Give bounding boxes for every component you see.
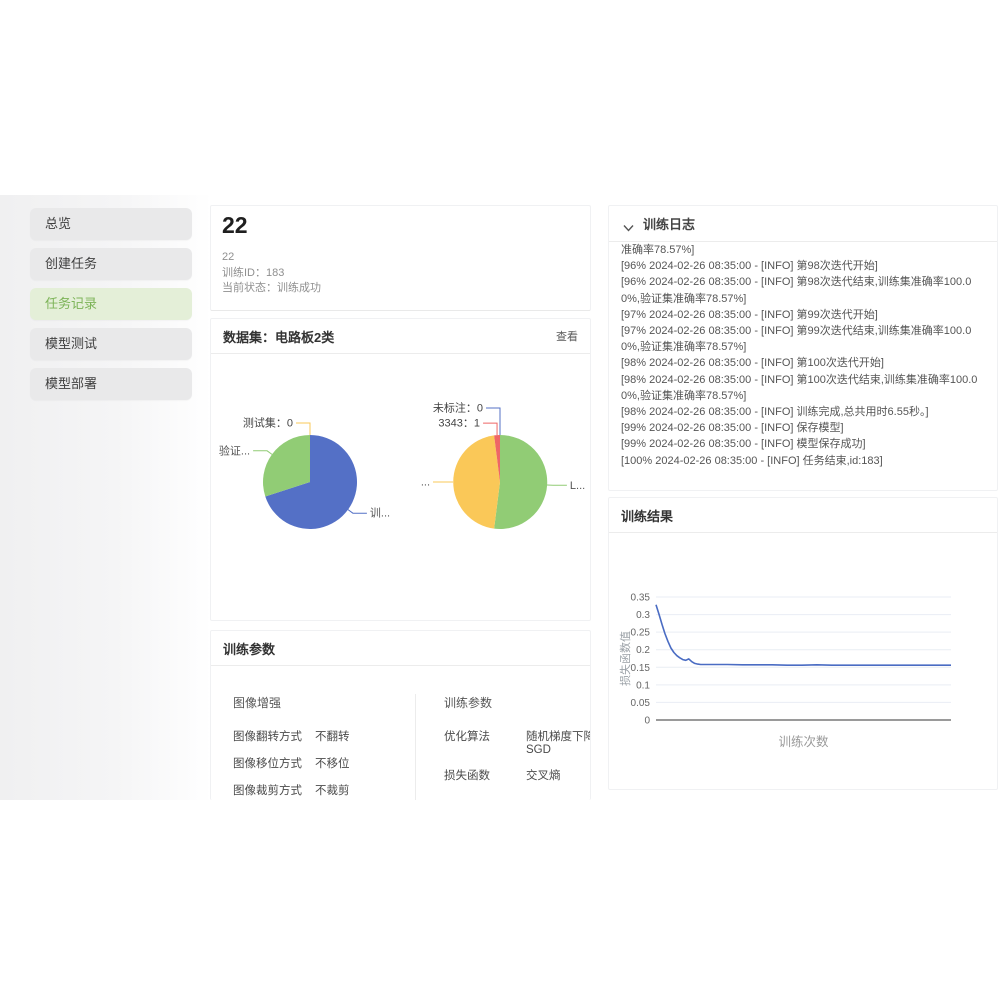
results-title: 训练结果 <box>621 508 674 524</box>
training-log-header[interactable]: 训练日志 <box>609 206 997 242</box>
svg-text:0.25: 0.25 <box>631 628 651 639</box>
param-label: 图像翻转方式 <box>233 731 302 743</box>
param-label: 损失函数 <box>444 770 490 782</box>
svg-text:损失函数值: 损失函数值 <box>618 631 632 686</box>
svg-text:L...: L... <box>570 480 585 492</box>
task-title: 22 <box>222 212 248 238</box>
svg-text:0.35: 0.35 <box>631 593 651 604</box>
dataset-title-row: 数据集：电路板2类 查看 <box>211 319 590 354</box>
training-params-card: 训练参数 图像增强 图像翻转方式 不翻转 图像移位方式 不移位 图像裁剪方式 不… <box>210 630 591 800</box>
param-value: 随机梯度下降 SGD <box>526 731 591 756</box>
log-line: [96% 2024-02-26 08:35:00 - [INFO] 第98次迭代… <box>621 260 878 273</box>
training-log-card: 训练日志 准确率78.57%] [96% 2024-02-26 08:35:00… <box>608 205 998 491</box>
dataset-card: 数据集：电路板2类 查看 训... 验证... 测试集：0 L...... 3343：… <box>210 318 591 621</box>
params-group-title: 图像增强 <box>233 696 282 710</box>
svg-text:训练次数: 训练次数 <box>778 734 829 749</box>
results-title-row: 训练结果 <box>609 498 997 533</box>
svg-text:...: ... <box>421 477 430 489</box>
log-line: [100% 2024-02-26 08:35:00 - [INFO] 任务结束,… <box>621 454 883 467</box>
svg-text:0.05: 0.05 <box>631 698 651 709</box>
log-line: [99% 2024-02-26 08:35:00 - [INFO] 模型保存成功… <box>621 438 866 451</box>
task-train-id: 训练ID：183 <box>222 266 285 279</box>
training-log-scroll-area[interactable]: 准确率78.57%] [96% 2024-02-26 08:35:00 - [I… <box>609 242 997 485</box>
params-group-augmentation: 图像增强 图像翻转方式 不翻转 图像移位方式 不移位 图像裁剪方式 不裁剪 <box>233 694 405 800</box>
svg-text:0.15: 0.15 <box>631 663 651 674</box>
param-value: 交叉熵 <box>526 770 561 782</box>
param-label: 图像移位方式 <box>233 758 302 770</box>
chevron-down-icon <box>623 220 634 232</box>
sidebar-item-model-test[interactable]: 模型测试 <box>30 328 192 360</box>
task-meta: 22 训练ID：183 当前状态：训练成功 <box>222 250 590 297</box>
svg-text:0.1: 0.1 <box>636 680 650 691</box>
training-log-title: 训练日志 <box>643 217 696 232</box>
log-line: [97% 2024-02-26 08:35:00 - [INFO] 第99次迭代… <box>621 325 972 354</box>
param-row: 图像翻转方式 不翻转 <box>233 728 405 744</box>
sidebar-item-overview[interactable]: 总览 <box>30 208 192 240</box>
log-line: [98% 2024-02-26 08:35:00 - [INFO] 第100次迭… <box>621 357 884 370</box>
param-value: 不移位 <box>315 758 350 770</box>
dataset-pie-charts: 训... 验证... 测试集：0 L...... 3343：1 未标注：0 <box>211 400 590 550</box>
log-line: [99% 2024-02-26 08:35:00 - [INFO] 保存模型] <box>621 422 844 435</box>
params-columns: 图像增强 图像翻转方式 不翻转 图像移位方式 不移位 图像裁剪方式 不裁剪 训练… <box>211 666 590 800</box>
training-results-card: 训练结果 0 0.05 0.1 0.15 0.2 0.25 0.3 0.35 损失函数值训练次数 <box>608 497 998 790</box>
log-line: [98% 2024-02-26 08:35:00 - [INFO] 训练完成,总… <box>621 406 929 419</box>
params-title: 训练参数 <box>223 641 276 657</box>
dataset-title: 数据集：电路板2类 <box>223 329 335 345</box>
param-label: 图像裁剪方式 <box>233 785 302 797</box>
svg-text:0.2: 0.2 <box>636 645 650 656</box>
svg-text:测试集：0: 测试集：0 <box>243 416 293 430</box>
param-row: 图像裁剪方式 不裁剪 <box>233 782 405 798</box>
log-line: [96% 2024-02-26 08:35:00 - [INFO] 第98次迭代… <box>621 276 972 305</box>
sidebar-item-model-deploy[interactable]: 模型部署 <box>30 368 192 400</box>
task-name: 22 <box>222 251 235 263</box>
param-row: 优化算法 随机梯度下降 SGD <box>444 728 591 756</box>
param-row: 图像移位方式 不移位 <box>233 755 405 771</box>
sidebar-item-create-task[interactable]: 创建任务 <box>30 248 192 280</box>
params-group-training: 训练参数 优化算法 随机梯度下降 SGD 损失函数 交叉熵 <box>415 694 591 800</box>
params-title-row: 训练参数 <box>211 631 590 666</box>
dataset-view-button[interactable]: 查看 <box>556 331 578 343</box>
dataset-split-pie-chart: 训... 验证... 测试集：0 <box>213 400 403 550</box>
sidebar: 总览 创建任务 任务记录 模型测试 模型部署 <box>30 208 192 408</box>
log-line: 准确率78.57%] <box>621 244 695 256</box>
svg-text:训...: 训... <box>370 507 390 520</box>
param-label: 优化算法 <box>444 731 490 743</box>
params-group-title: 训练参数 <box>444 696 493 710</box>
task-header-card: 22 22 训练ID：183 当前状态：训练成功 <box>210 205 591 311</box>
svg-text:未标注：0: 未标注：0 <box>433 401 483 415</box>
param-row: 损失函数 交叉熵 <box>444 767 590 783</box>
task-status: 当前状态：训练成功 <box>222 282 321 294</box>
training-log-lines: 准确率78.57%] [96% 2024-02-26 08:35:00 - [I… <box>621 242 983 469</box>
param-value: 不翻转 <box>315 731 350 743</box>
log-line: [98% 2024-02-26 08:35:00 - [INFO] 第100次迭… <box>621 373 978 402</box>
svg-text:3343：1: 3343：1 <box>438 418 480 430</box>
param-value: 不裁剪 <box>315 785 350 797</box>
svg-text:0: 0 <box>644 716 650 727</box>
svg-text:验证...: 验证... <box>219 443 250 457</box>
log-line: [97% 2024-02-26 08:35:00 - [INFO] 第99次迭代… <box>621 308 878 321</box>
dataset-label-pie-chart: L...... 3343：1 未标注：0 <box>403 400 593 550</box>
loss-line-chart: 0 0.05 0.1 0.15 0.2 0.25 0.3 0.35 损失函数值训练次数 <box>609 539 997 764</box>
sidebar-item-task-records[interactable]: 任务记录 <box>30 288 192 320</box>
svg-text:0.3: 0.3 <box>636 610 650 621</box>
